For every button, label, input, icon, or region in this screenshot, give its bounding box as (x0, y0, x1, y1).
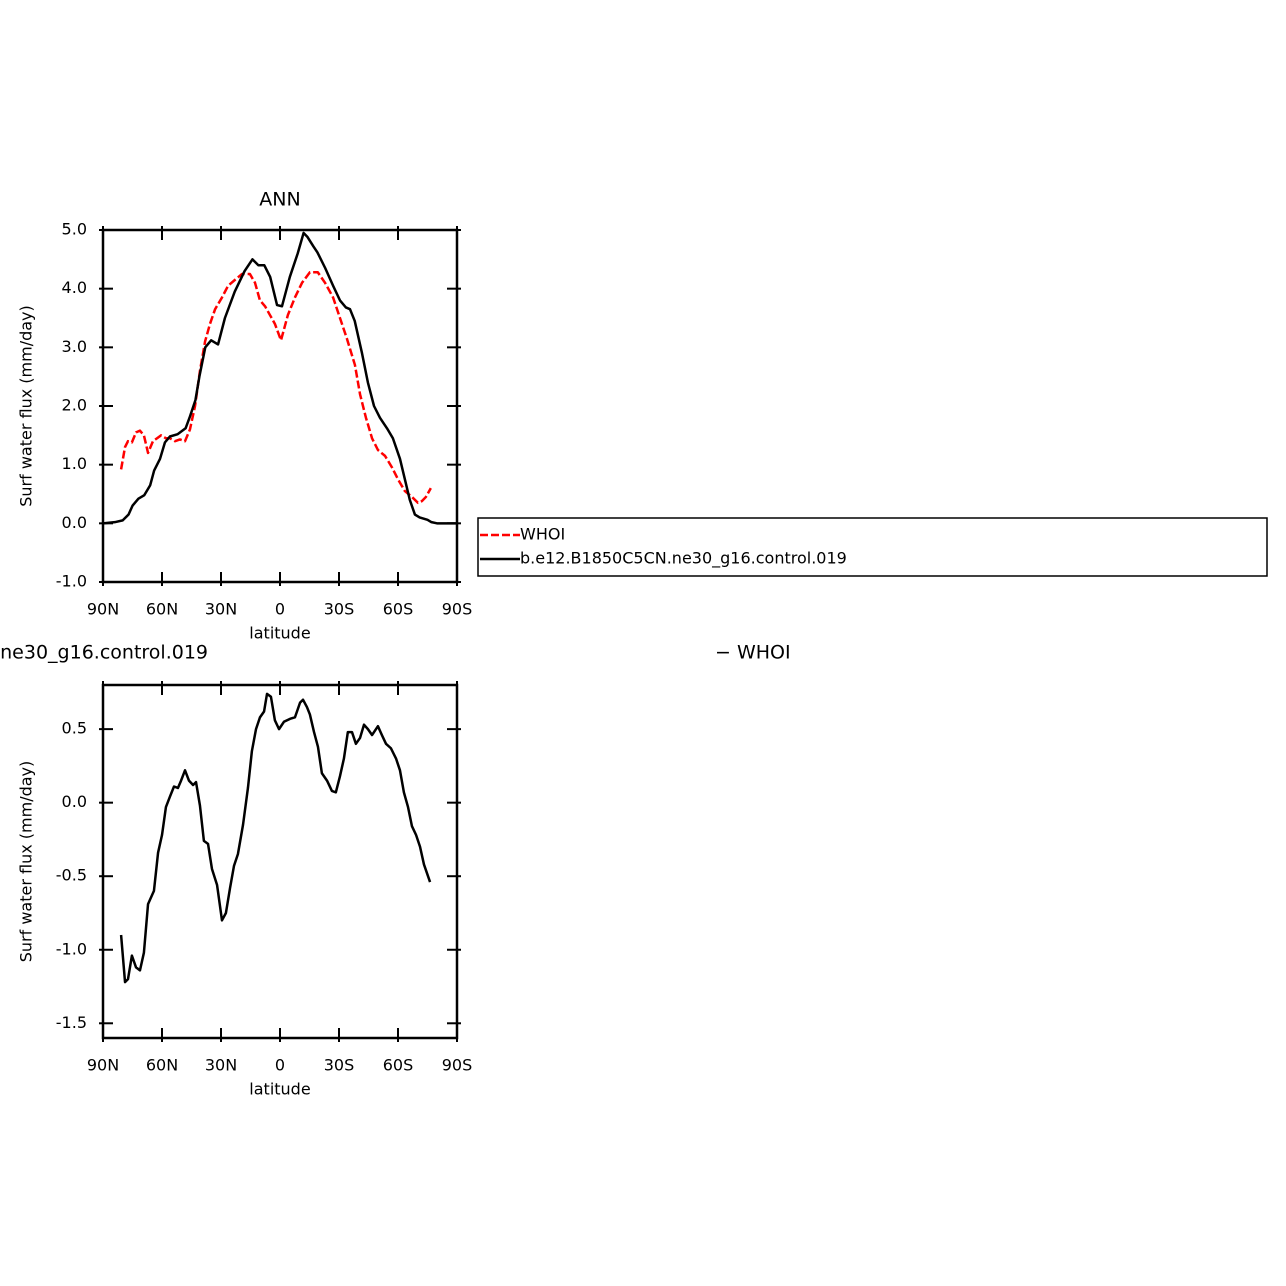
y-tick-label: 2.0 (62, 396, 87, 415)
data-line (119, 270, 432, 505)
chart-title-left: b.e12.B1850C5CN.ne30_g16.control.019 (0, 642, 208, 664)
plot-frame (101, 228, 459, 584)
y-tick-label: 1.0 (62, 454, 87, 473)
y-tick-label: -1.0 (56, 572, 87, 591)
x-tick-label: 30S (324, 1056, 355, 1075)
y-tick-label: 0.0 (62, 513, 87, 532)
plot-frame (101, 683, 459, 1040)
data-line (102, 231, 457, 525)
chart-title-right: − WHOI (715, 642, 791, 664)
y-tick-label: -1.5 (56, 1013, 87, 1032)
data-line (119, 692, 432, 984)
x-tick-label: 60N (146, 1056, 178, 1075)
y-tick-label: 4.0 (62, 278, 87, 297)
y-tick-label: -1.0 (56, 939, 87, 958)
x-tick-label: 60N (146, 600, 178, 619)
y-tick-label: 3.0 (62, 337, 87, 356)
x-tick-label: 60S (383, 600, 414, 619)
x-tick-label: 90N (87, 600, 119, 619)
x-tick-label: 30N (205, 600, 237, 619)
x-tick-label: 60S (383, 1056, 414, 1075)
x-tick-label: 90N (87, 1056, 119, 1075)
y-axis-label: Surf water flux (mm/day) (17, 305, 36, 507)
chart-title: ANN (259, 189, 300, 211)
y-tick-label: -0.5 (56, 866, 87, 885)
legend-label: b.e12.B1850C5CN.ne30_g16.control.019 (520, 549, 847, 569)
x-tick-label: 0 (275, 1056, 285, 1075)
x-tick-label: 90S (442, 1056, 473, 1075)
x-tick-label: 30N (205, 1056, 237, 1075)
x-tick-label: 90S (442, 600, 473, 619)
x-axis-label: latitude (249, 624, 310, 643)
x-tick-label: 30S (324, 600, 355, 619)
legend-box (477, 517, 1268, 577)
y-tick-label: 0.5 (62, 719, 87, 738)
y-tick-label: 0.0 (62, 792, 87, 811)
legend-label: WHOI (520, 525, 565, 544)
y-tick-label: 5.0 (62, 220, 87, 239)
x-axis-label: latitude (249, 1080, 310, 1099)
x-tick-label: 0 (275, 600, 285, 619)
y-axis-label: Surf water flux (mm/day) (17, 761, 36, 963)
